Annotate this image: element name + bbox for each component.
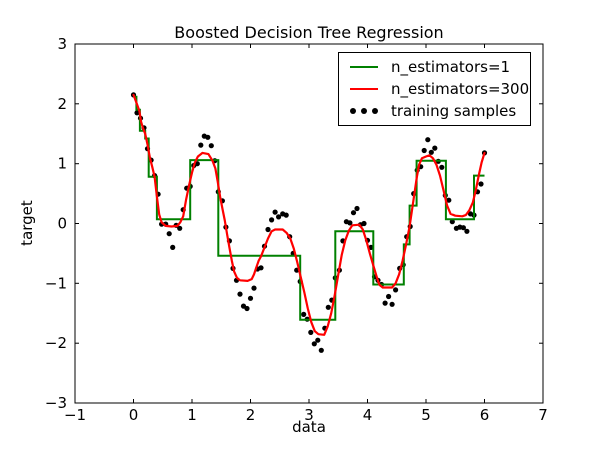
legend-box: n_estimators=1 n_estimators=300 training s… [338,52,531,126]
training-sample-dot [301,311,307,317]
boosted-tree-line [132,93,486,336]
legend-dot [372,108,378,114]
x-tick-label: 2 [246,406,256,424]
training-sample-dot [350,210,357,216]
training-sample-dot [389,301,395,307]
y-axis-label: target [18,200,36,246]
legend-item-n-estimators-300: n_estimators=300 [339,78,530,100]
training-sample-dot [354,205,360,212]
y-tick-label: 0 [57,215,67,233]
legend-line-sample [350,88,390,90]
training-sample-dot [170,244,176,250]
training-sample-dot [478,181,484,187]
legend-dot-swatch [350,108,378,114]
x-tick-label: −1 [64,406,86,424]
training-sample-dot [347,220,353,226]
legend-dot [361,108,367,114]
training-sample-dot [251,285,257,291]
training-sample-dot [272,209,278,215]
chart-title: Boosted Decision Tree Regression [174,23,443,42]
plot-content: −1 0 1 2 3 4 5 6 7 −3 −2 −1 0 1 2 3 [45,35,548,424]
training-sample-dot [166,231,172,237]
y-tick-label: 1 [57,155,67,173]
legend-dots-sample [350,108,390,114]
training-sample-dot [311,341,317,347]
training-sample-dot [198,142,204,148]
training-sample-dot [393,287,399,293]
legend-item-n-estimators-1: n_estimators=1 [339,56,530,78]
training-sample-dot [386,293,392,300]
x-tick-label: 3 [304,406,314,424]
y-tick-label: −3 [45,394,67,412]
training-sample-dot [205,134,211,140]
training-sample-dot [244,305,250,312]
legend-label: training samples [391,102,517,120]
training-sample-dot [258,265,264,271]
legend-item-training-samples: training samples [339,100,530,122]
y-tick-label: −1 [45,274,67,292]
x-tick-label: 1 [187,406,197,424]
training-sample-dot [276,214,282,220]
legend-label: n_estimators=300 [391,80,530,98]
training-sample-dot [446,197,452,203]
single-tree-step-line [133,95,485,321]
legend-dot [350,108,356,114]
training-sample-dot [315,337,321,343]
training-sample-dot [265,226,271,233]
x-axis-label: data [292,418,326,436]
x-tick-label: 7 [538,406,548,424]
legend-line-swatch [350,66,378,68]
training-sample-dot [208,143,214,149]
legend-line-swatch [350,88,378,90]
y-tick-label: −2 [45,334,67,352]
training-sample-dot [464,228,470,234]
y-tick-label: 3 [57,35,67,53]
training-sample-dot [269,217,275,223]
training-sample-dot [361,220,367,227]
training-sample-dot [325,304,331,310]
training-sample-dot [247,295,254,301]
training-sample-dot [432,145,438,151]
x-tick-label: 6 [480,406,490,424]
training-sample-dot [460,225,466,231]
training-sample-dot [283,212,289,218]
x-tick-label: 5 [421,406,431,424]
training-sample-dot [308,329,314,335]
training-sample-dot [439,164,445,170]
training-sample-dot [134,110,140,116]
legend-line-sample [350,66,390,68]
x-tick-label: 4 [363,406,373,424]
training-sample-dot [428,149,434,155]
training-sample-dot [177,225,183,231]
training-sample-dot [237,291,243,297]
training-sample-dot [425,137,431,143]
y-tick-label: 2 [57,95,67,113]
training-sample-dot [421,147,427,154]
training-sample-dot [382,300,388,306]
training-sample-dot [318,347,324,353]
legend-label: n_estimators=1 [391,58,511,76]
x-tick-label: 0 [129,406,139,424]
training-sample-dot [449,219,455,225]
